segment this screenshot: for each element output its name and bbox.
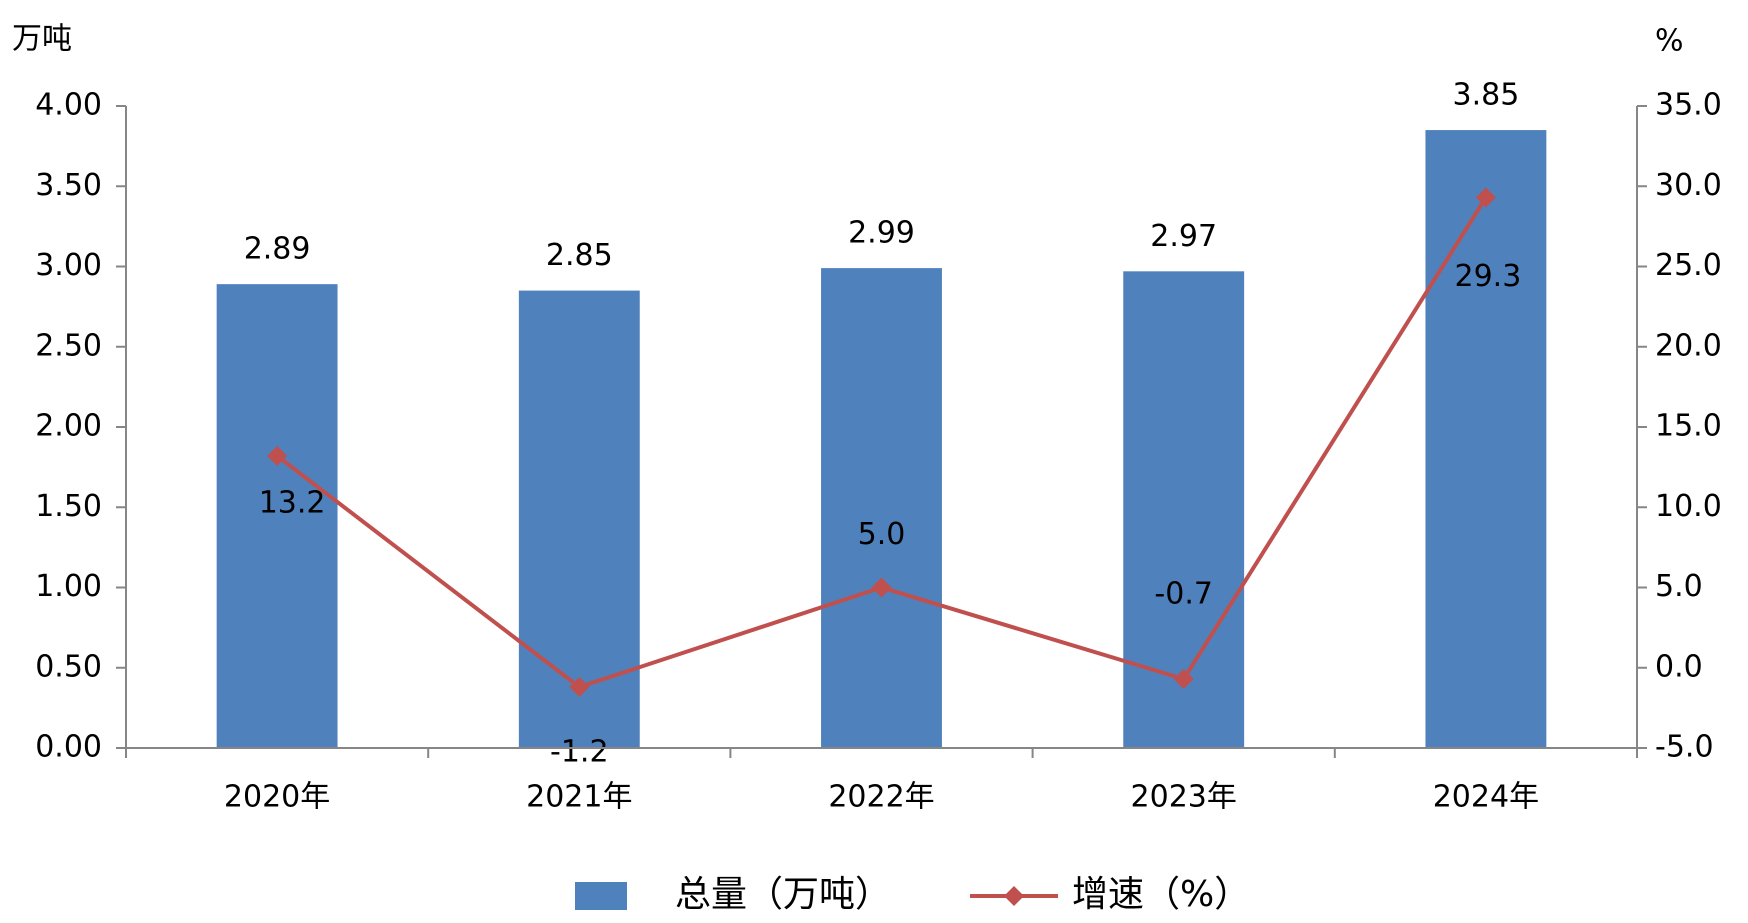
bar-value-label: 3.85 [1453, 78, 1520, 113]
x-tick-label: 2022年 [828, 780, 934, 815]
line-value-label: 13.2 [259, 485, 326, 520]
y2-tick-label: 35.0 [1655, 88, 1722, 123]
line-value-label: -1.2 [550, 735, 609, 770]
y2-axis-title: % [1655, 24, 1684, 59]
y-tick-label: 4.00 [35, 88, 102, 123]
line-marker [569, 677, 590, 698]
y-tick-label: 1.50 [35, 489, 102, 524]
y2-tick-label: 5.0 [1655, 569, 1703, 604]
line-value-label: 5.0 [858, 517, 906, 552]
y-tick-label: 3.00 [35, 248, 102, 283]
line-value-label: -0.7 [1154, 576, 1213, 611]
x-tick-label: 2024年 [1433, 780, 1539, 815]
y2-tick-label: -5.0 [1655, 730, 1714, 765]
y-tick-label: 2.50 [35, 328, 102, 363]
bar [1425, 130, 1547, 748]
y2-tick-label: 10.0 [1655, 489, 1722, 524]
y-tick-label: 0.50 [35, 649, 102, 684]
y-tick-label: 0.00 [35, 730, 102, 765]
y2-tick-label: 25.0 [1655, 248, 1722, 283]
x-tick-label: 2021年 [526, 780, 632, 815]
legend-label: 总量（万吨） [675, 874, 891, 915]
bar-value-label: 2.85 [546, 238, 613, 273]
legend-marker [1004, 886, 1024, 906]
legend-swatch [575, 882, 627, 910]
legend-label: 增速（%） [1072, 874, 1250, 915]
y2-tick-label: 30.0 [1655, 168, 1722, 203]
bar-value-label: 2.89 [244, 232, 311, 267]
bar [216, 284, 338, 748]
x-tick-label: 2020年 [224, 780, 330, 815]
y-axis-title: 万吨 [12, 22, 72, 57]
line-value-label: 29.3 [1455, 259, 1522, 294]
bar-value-label: 2.99 [848, 216, 915, 251]
y2-tick-label: 20.0 [1655, 328, 1722, 363]
bar-value-label: 2.97 [1150, 219, 1217, 254]
y-tick-label: 3.50 [35, 168, 102, 203]
y2-tick-label: 15.0 [1655, 409, 1722, 444]
x-tick-label: 2023年 [1131, 780, 1237, 815]
y-tick-label: 2.00 [35, 409, 102, 444]
line-marker [1475, 187, 1496, 208]
y-tick-label: 1.00 [35, 569, 102, 604]
line-marker [871, 577, 892, 598]
y2-tick-label: 0.0 [1655, 649, 1703, 684]
bar [821, 268, 942, 748]
line-marker [267, 445, 288, 466]
line-marker [1173, 668, 1194, 689]
